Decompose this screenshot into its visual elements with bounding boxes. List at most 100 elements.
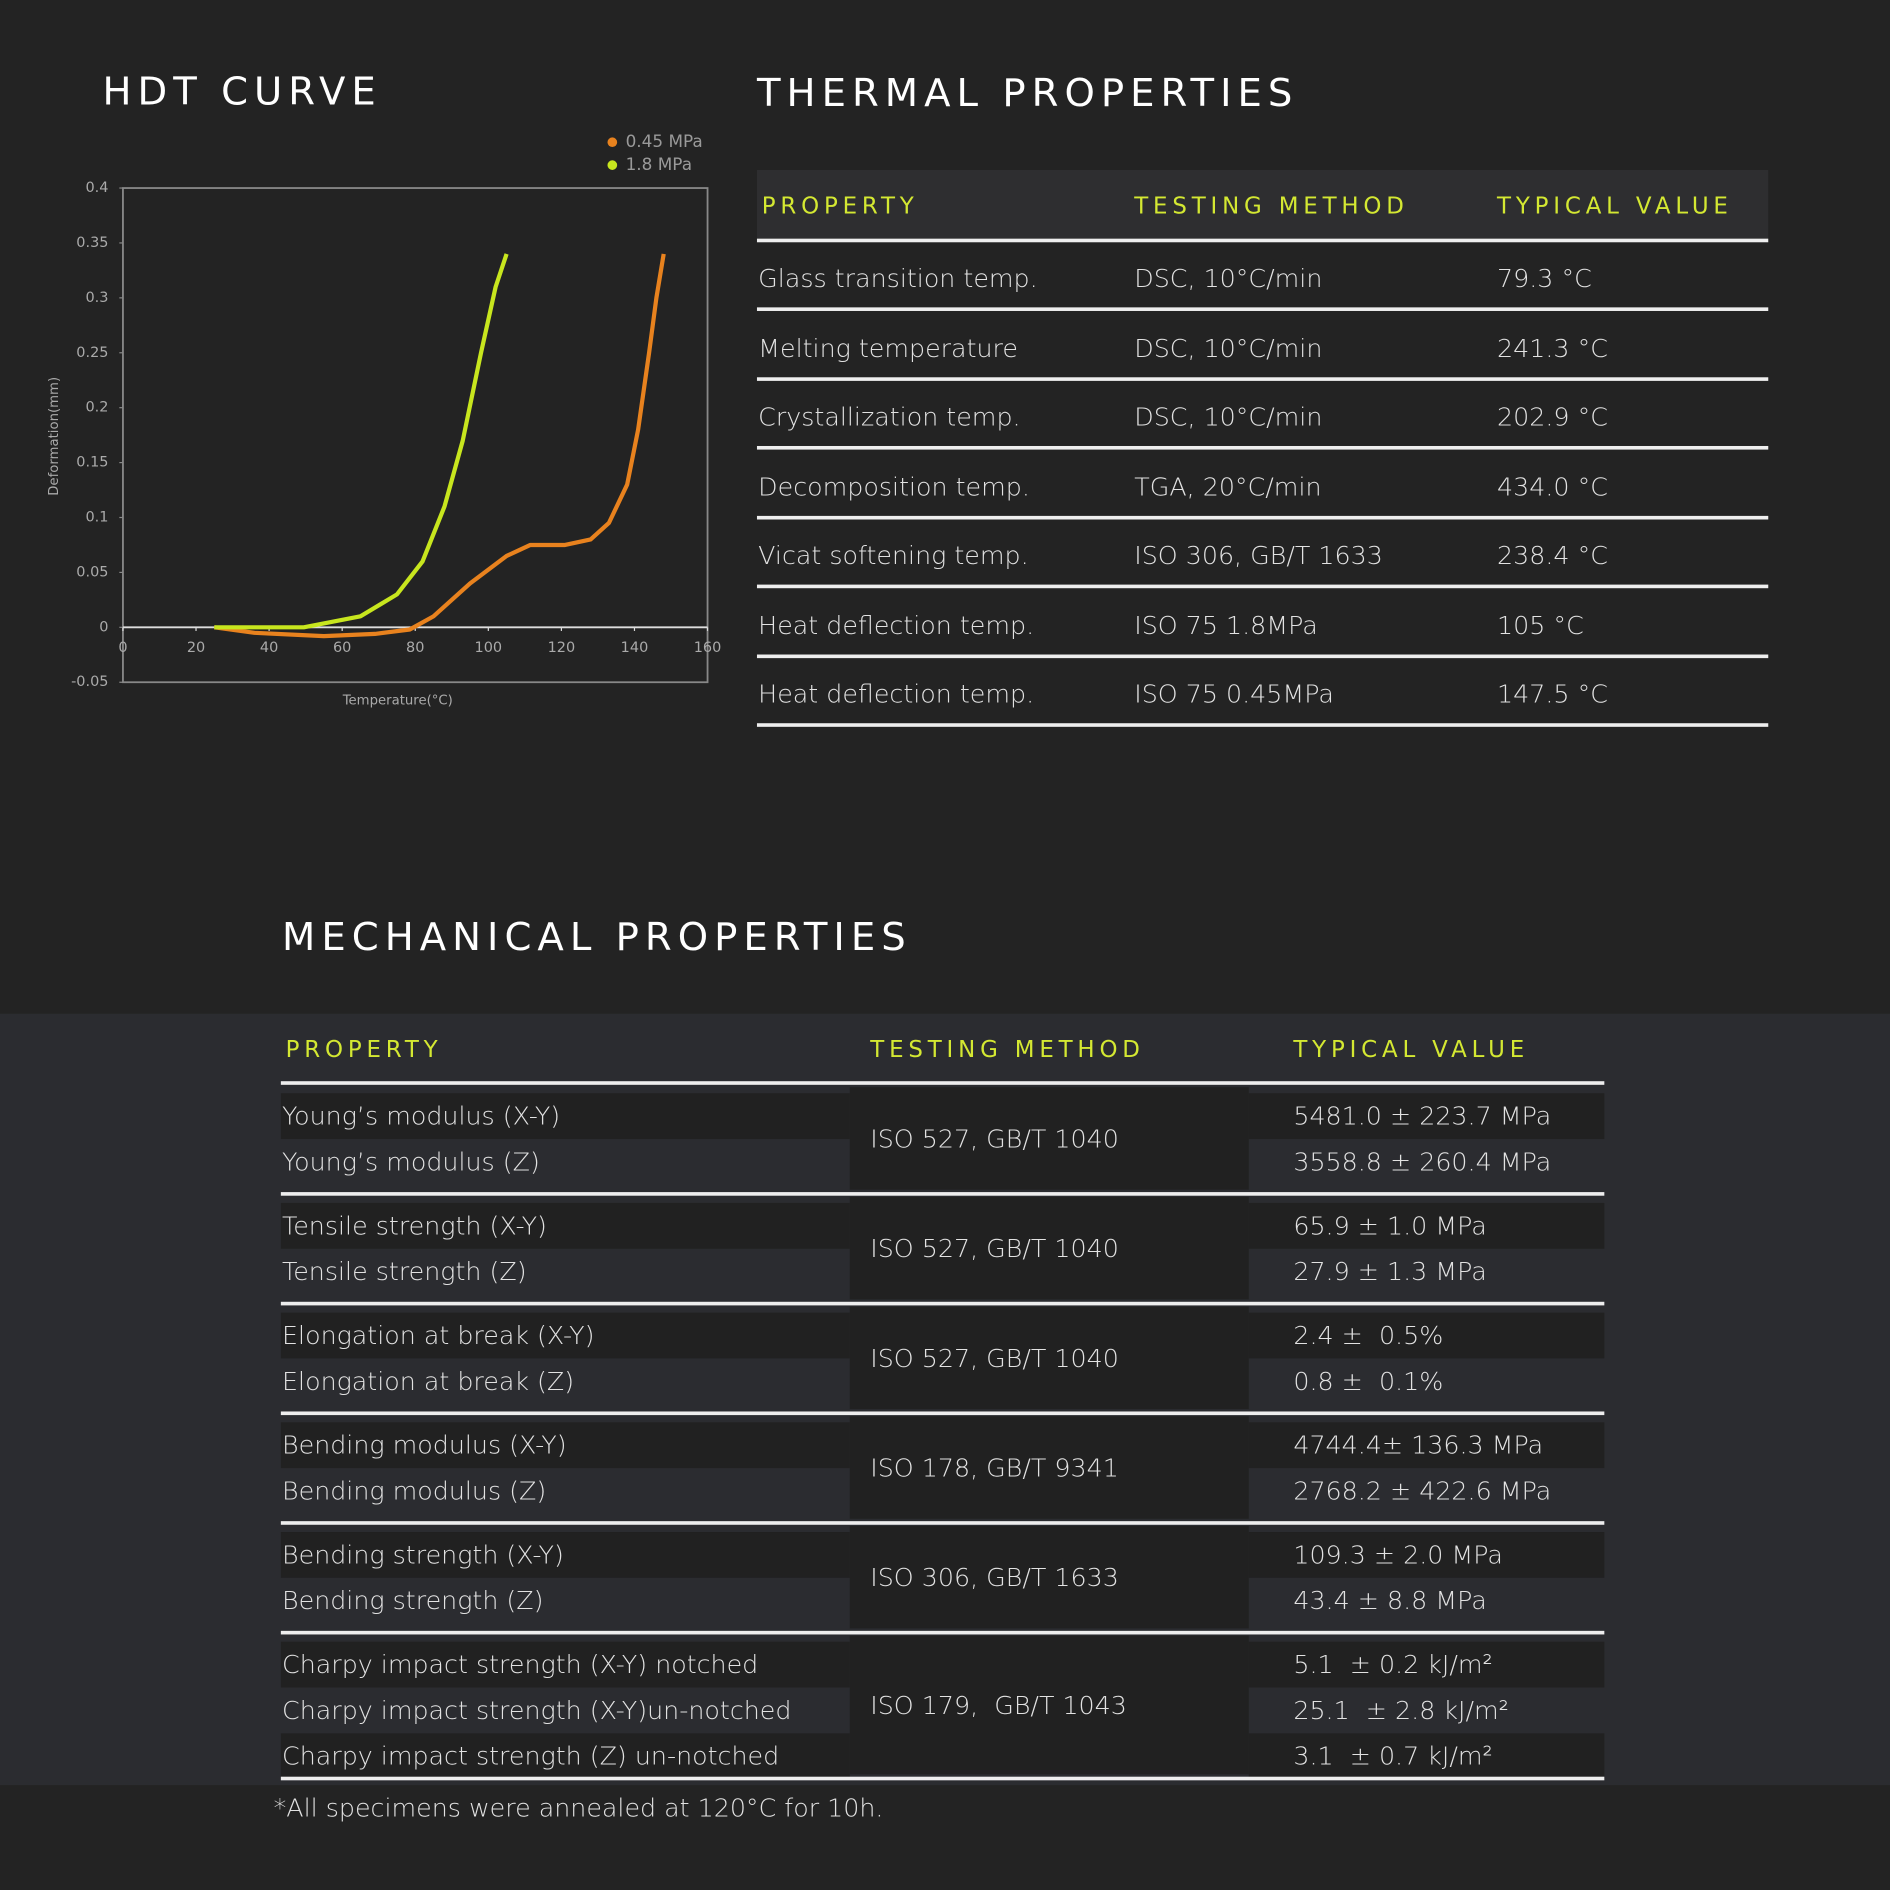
mechanical-property: Bending strength (Z) (282, 1586, 544, 1616)
thermal-cell: Crystallization temp. (758, 402, 1021, 432)
thermal-cell: Vicat softening temp. (758, 541, 1029, 571)
mechanical-value: 3.1 ± 0.7 kJ/m² (1293, 1741, 1493, 1771)
y-axis-label: Deformation(mm) (47, 377, 62, 496)
chart: HDT CURVE Temperature(°C) Deformation(mm… (47, 70, 722, 709)
thermal-cell: 238.4 °C (1497, 541, 1608, 571)
legend-label: 0.45 MPa (626, 131, 703, 151)
footnote: *All specimens were annealed at 120°C fo… (273, 1793, 884, 1823)
method-bg (849, 1416, 1249, 1519)
thermal-title: THERMAL PROPERTIES (756, 69, 1299, 116)
thermal-cell: DSC, 10°C/min (1134, 263, 1323, 293)
mechanical-property: Bending modulus (X-Y) (282, 1430, 567, 1460)
mechanical-property: Bending strength (X-Y) (282, 1540, 564, 1570)
mechanical-property: Charpy impact strength (X-Y) notched (282, 1650, 759, 1680)
y-tick-label: 0.4 (85, 180, 108, 196)
x-tick-label: 20 (187, 640, 205, 656)
x-tick-label: 120 (548, 640, 576, 656)
thermal-cell: Heat deflection temp. (758, 679, 1035, 709)
thermal-cell: Decomposition temp. (758, 471, 1030, 501)
row-bg (280, 1733, 850, 1780)
mechanical-method: ISO 527, GB/T 1040 (870, 1233, 1119, 1263)
method-bg (849, 1087, 1249, 1190)
y-tick-label: 0.15 (76, 455, 108, 471)
mechanical-row-line (280, 1521, 1605, 1525)
series-line (214, 253, 509, 630)
legend-label: 1.8 MPa (626, 154, 692, 174)
thermal-row-line (756, 723, 1769, 727)
thermal-cell: Heat deflection temp. (758, 610, 1035, 640)
mechanical-property: Charpy impact strength (X-Y)un-notched (282, 1695, 792, 1725)
y-tick-label: 0.25 (76, 345, 108, 361)
y-tick-label: 0.05 (76, 564, 108, 580)
mechanical-method: ISO 179, GB/T 1043 (870, 1690, 1127, 1720)
chart-title: HDT CURVE (102, 70, 381, 115)
row-bg (1248, 1422, 1605, 1469)
thermal-cell: 434.0 °C (1497, 471, 1608, 501)
mechanical-row-line (280, 1411, 1605, 1416)
legend-swatch (607, 160, 618, 170)
thermal-cell: Melting temperature (758, 333, 1018, 363)
thermal-cell: 79.3 °C (1497, 263, 1592, 293)
mechanical-value: 109.3 ± 2.0 MPa (1293, 1540, 1503, 1570)
mechanical-value: 43.4 ± 8.8 MPa (1293, 1586, 1487, 1616)
mechanical-row-line (280, 1776, 1605, 1781)
mechanical-header-line (280, 1081, 1605, 1085)
row-bg (1248, 1733, 1605, 1780)
thermal-row-line (756, 584, 1769, 589)
mechanical-row-line (280, 1630, 1605, 1635)
x-tick-label: 60 (333, 640, 351, 656)
method-bg (849, 1196, 1249, 1300)
thermal-header-cell: PROPERTY (761, 192, 919, 220)
mechanical-property: Elongation at break (X-Y) (282, 1321, 595, 1350)
thermal-header-line (756, 238, 1769, 243)
mechanical-property: Charpy impact strength (Z) un-notched (282, 1741, 780, 1771)
y-tick-label: -0.05 (71, 674, 108, 690)
y-tick-label: 0.35 (76, 235, 108, 251)
thermal-row-line (756, 376, 1769, 381)
thermal-cell: 202.9 °C (1497, 402, 1608, 432)
legend-swatch (607, 137, 618, 148)
mechanical-value: 25.1 ± 2.8 kJ/m² (1293, 1695, 1509, 1725)
method-bg (849, 1525, 1249, 1629)
mechanical-value: 5481.0 ± 223.7 MPa (1293, 1101, 1552, 1131)
row-bg (1248, 1312, 1605, 1359)
row-bg (280, 1641, 850, 1688)
x-tick-label: 40 (260, 640, 278, 656)
thermal-cell: 147.5 °C (1497, 679, 1608, 709)
mechanical-property: Elongation at break (Z) (282, 1366, 575, 1396)
thermal-cell: DSC, 10°C/min (1134, 333, 1323, 363)
method-bg (849, 1635, 1249, 1775)
row-bg (280, 1093, 850, 1140)
thermal-header-cell: TYPICAL VALUE (1497, 192, 1733, 220)
mechanical-value: 2768.2 ± 422.6 MPa (1293, 1476, 1552, 1506)
thermal-cell: 241.3 °C (1497, 333, 1608, 363)
mechanical-value: 65.9 ± 1.0 MPa (1293, 1211, 1487, 1241)
thermal-cell: 105 °C (1497, 610, 1584, 640)
thermal-cell: ISO 75 0.45MPa (1134, 679, 1334, 709)
row-bg (1248, 1641, 1605, 1688)
row-bg (280, 1422, 850, 1469)
mechanical-value: 4744.4± 136.3 MPa (1293, 1430, 1544, 1460)
row-bg (280, 1312, 850, 1359)
mechanical-value: 2.4 ± 0.5% (1293, 1321, 1444, 1350)
x-axis-label: Temperature(°C) (342, 693, 453, 708)
x-tick-label: 160 (694, 640, 722, 656)
mechanical-value: 5.1 ± 0.2 kJ/m² (1293, 1650, 1493, 1680)
mechanical-method: ISO 306, GB/T 1633 (870, 1562, 1119, 1592)
thermal-cell: Glass transition temp. (758, 263, 1038, 293)
x-tick-label: 100 (475, 640, 503, 656)
mechanical-header-cell: TESTING METHOD (870, 1036, 1145, 1064)
mechanical-method: ISO 527, GB/T 1040 (870, 1123, 1119, 1153)
y-tick-label: 0.2 (85, 400, 108, 416)
thermal-header-cell: TESTING METHOD (1134, 192, 1409, 220)
row-bg (280, 1202, 850, 1249)
mechanical-value: 27.9 ± 1.3 MPa (1293, 1257, 1487, 1287)
mechanical-header-cell: TYPICAL VALUE (1293, 1036, 1529, 1064)
mechanical-property: Tensile strength (X-Y) (282, 1211, 547, 1241)
x-tick-label: 0 (118, 640, 127, 656)
thermal-header-bg (756, 169, 1769, 239)
mechanical-row-line (280, 1301, 1605, 1306)
row-bg (1248, 1093, 1605, 1140)
row-bg (1248, 1532, 1605, 1578)
thermal-row-line (756, 515, 1769, 519)
